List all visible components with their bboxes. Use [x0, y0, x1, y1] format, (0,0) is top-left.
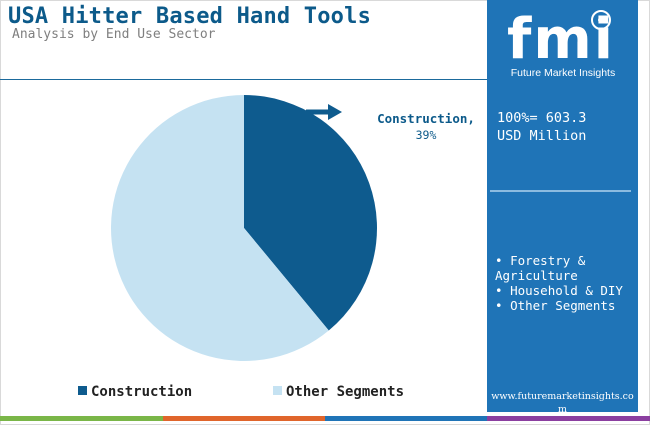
legend-label-construction: Construction — [91, 384, 193, 400]
legend-swatch-construction — [78, 386, 87, 395]
legend-label-other-segments: Other Segments — [286, 384, 405, 400]
segment-list: Forestry & Agriculture Household & DIY O… — [495, 253, 635, 313]
logo-wordmark: Future Market Insights — [511, 67, 615, 79]
market-size-value: 100%= 603.3 — [497, 110, 587, 126]
header-divider — [0, 79, 487, 80]
label-arrow-icon — [306, 104, 342, 120]
segment-item-forestry: Forestry & Agriculture — [495, 253, 635, 283]
sidebar-divider — [490, 190, 631, 192]
info-sidebar: fmi Future Market Insights 100%= 603.3 U… — [487, 0, 638, 415]
pie-slice-construction — [244, 95, 378, 331]
legend-swatch-other-segments — [273, 386, 282, 395]
legend-item-other-segments: Other Segments — [273, 384, 404, 400]
segment-item-other: Other Segments — [495, 298, 635, 313]
page-subtitle: Analysis by End Use Sector — [12, 27, 216, 42]
logo-mark: fmi — [507, 7, 615, 72]
slice-label-construction-value: 39% — [416, 128, 437, 142]
footer-bar-orange — [163, 416, 325, 421]
footer-color-bars — [0, 416, 650, 421]
footer-bar-blue — [325, 416, 487, 421]
slice-label-construction-name: Construction, — [377, 111, 475, 126]
footer-bar-green — [0, 416, 163, 421]
pie-slices — [111, 95, 378, 361]
fmi-logo: fmi Future Market Insights — [507, 7, 615, 79]
website-link[interactable]: www.futuremarketinsights.com — [491, 391, 634, 415]
legend-item-construction: Construction — [78, 384, 192, 400]
page-title: USA Hitter Based Hand Tools — [8, 4, 372, 29]
segment-item-household: Household & DIY — [495, 283, 635, 298]
footer-bar-purple — [487, 416, 650, 421]
market-size-stat: 100%= 603.3 USD Million — [497, 109, 586, 145]
market-size-unit: USD Million — [497, 128, 587, 144]
pie-slice-other-segments — [111, 95, 329, 361]
pie-chart: Construction, 39% — [111, 95, 475, 361]
